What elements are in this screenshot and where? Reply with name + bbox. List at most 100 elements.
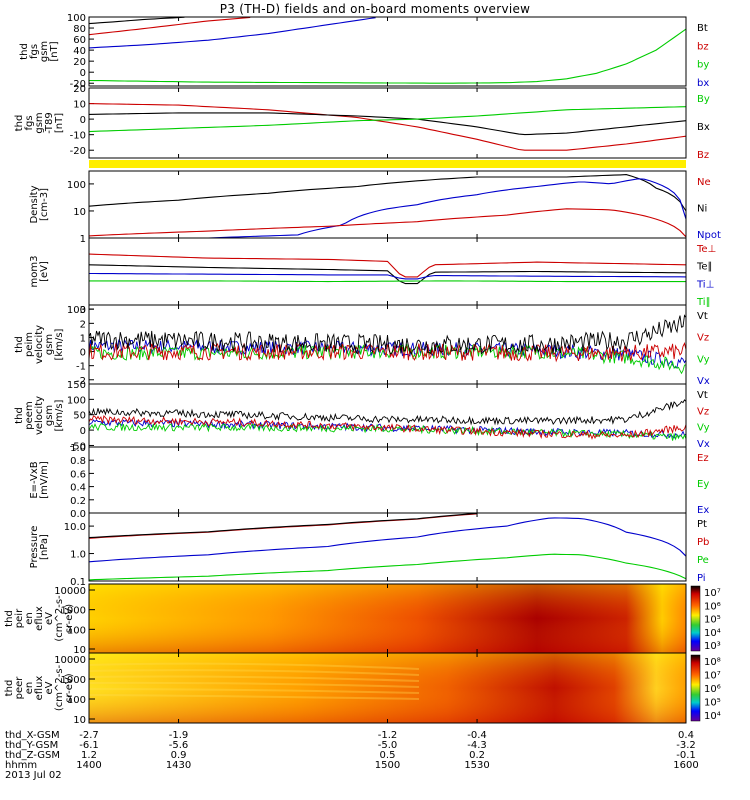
xaxis-row-value: 0.5 [380, 750, 396, 761]
panel-8-spectrogram-shade [89, 584, 686, 653]
panel-4-ytick-label: 100 [67, 305, 86, 316]
panel-1-legend-Bz: Bz [697, 150, 709, 161]
panel-7-ylabel: Pressure[nPa] [29, 526, 50, 569]
xaxis-row-value: -4.3 [467, 740, 487, 751]
panel-3-legend-Ti∥: Ti∥ [696, 297, 711, 308]
date-label: 2013 Jul 02 [5, 770, 62, 781]
panel-6-legend-Ex: Ex [697, 505, 709, 516]
panel-5-ytick-label: 0 [80, 426, 86, 437]
xaxis-row-value: 0.2 [469, 750, 485, 761]
panel-9-colorbar [690, 654, 701, 722]
panel-4-ylabel: thdpeimvelocitygsm[km/s] [14, 325, 65, 364]
panel-4-ytick-label: -2 [76, 376, 86, 387]
panel-5-ytick-label: 100 [67, 395, 86, 406]
panel-1-ytick-label: 10 [73, 100, 86, 111]
panel-2-legend-Ni: Ni [697, 204, 707, 215]
panel-6-ytick-label: 0.4 [70, 483, 86, 494]
panel-9-ytick-label: 100 [67, 695, 86, 706]
xaxis-row-value: 0.4 [678, 730, 694, 741]
panel-0-ytick-label: 80 [73, 24, 86, 35]
panel-3-legend-Te⊥: Te⊥ [696, 244, 716, 255]
spectrogram-band [88, 669, 420, 676]
panel-9-colorbar-label: 10⁷ [704, 671, 721, 682]
panel-8-colorbar-label: 10⁶ [704, 601, 721, 612]
panel-6-ytick-label: 0.0 [70, 509, 86, 520]
panel-2-frame [88, 170, 687, 239]
panel-1-legend-Bx: Bx [697, 122, 710, 133]
panel-0-legend-by: by [697, 60, 709, 71]
xaxis-row-value: -5.0 [378, 740, 398, 751]
panel-1-ytick-label: -10 [70, 131, 86, 142]
panel-0-ytick-label: 60 [73, 35, 86, 46]
xaxis-row-label: hhmm [5, 760, 37, 771]
panel-5-ytick-label: 150 [67, 380, 86, 391]
chart-title: P3 (TH-D) fields and on-board moments ov… [219, 2, 531, 16]
panel-1-ytick-label: -20 [70, 146, 86, 157]
panel-7-legend-Pe: Pe [697, 555, 709, 566]
panel-5-legend-Vz: Vz [697, 406, 709, 417]
panel-1-ytick-label: 20 [73, 84, 86, 95]
panel-0-ylabel: thdfgsgsm[nT] [19, 41, 60, 62]
panel-2-ylabel: Density[cm-3] [29, 185, 50, 223]
panel-1-series-By [88, 106, 687, 133]
quality-flag-bar [89, 160, 686, 168]
panel-2-legend-Ne: Ne [697, 177, 711, 188]
panel-9-ytick-label: 10000 [54, 655, 86, 666]
panel-9-colorbar-label: 10⁶ [704, 684, 721, 695]
panel-5-legend-Vt: Vt [697, 390, 708, 401]
xaxis-row-value: 1400 [76, 760, 101, 771]
xaxis-row-label: thd_Z-GSM [5, 750, 60, 761]
panel-6-legend-Ey: Ey [697, 479, 709, 490]
panel-0-ytick-label: 20 [73, 57, 86, 68]
xaxis-row-value: 1500 [375, 760, 400, 771]
panel-6-ytick-label: 0.6 [70, 469, 86, 480]
xaxis-row-value: 1530 [464, 760, 489, 771]
panel-1-legend-By: By [697, 94, 710, 105]
panel-9-colorbar-label: 10⁸ [704, 657, 721, 668]
panel-4-ytick-label: -1 [76, 362, 86, 373]
panel-7-legend-Pb: Pb [697, 537, 709, 548]
panel-6-frame [88, 446, 687, 514]
panel-4-legend-Vy: Vy [697, 354, 710, 365]
panel-3-legend-Te∥: Te∥ [696, 262, 713, 273]
panel-4-ytick-label: 2 [80, 319, 86, 330]
panel-7-series-Pi [88, 517, 687, 563]
panel-5-frame [88, 383, 687, 448]
panel-4-ytick-label: 0 [80, 348, 86, 359]
panel-9-spectrogram-shade [89, 653, 686, 723]
panel-1-ylabel: thdfgsgsm-T89[nT] [14, 112, 65, 134]
panel-5-legend-Vy: Vy [697, 423, 710, 434]
panel-4-series-Vz [88, 341, 687, 363]
xaxis-row-value: 1.2 [81, 750, 97, 761]
panel-6-ytick-label: 0.8 [70, 456, 86, 467]
panel-9-ytick-label: 1000 [61, 675, 86, 686]
xaxis-row-label: thd_X-GSM [5, 730, 60, 741]
panel-3-series-Ti∥ [89, 280, 686, 283]
panel-7-ytick-label: 0.1 [70, 577, 86, 588]
spectrogram-band [88, 688, 420, 694]
xaxis-row-label: thd_Y-GSM [5, 740, 58, 751]
panel-5-series-Vx [88, 419, 687, 439]
panel-0-series-bx [88, 17, 376, 49]
panel-5-series-Vz [88, 415, 687, 440]
panel-0-ytick-label: 100 [67, 13, 86, 24]
panel-0-legend-Bt: Bt [697, 23, 708, 34]
panel-8-ytick-label: 1000 [61, 606, 86, 617]
panel-9-ylabel: thdpeerenefluxeV(cm^2-s-sr-eV) [4, 664, 75, 711]
panel-7-series-Pe [88, 553, 687, 581]
panel-0-series-by [88, 28, 687, 84]
panel-8-ylabel: thdpeirenefluxeV(cm^2-s-sr-eV) [4, 595, 75, 642]
panel-5-ytick-label: 50 [73, 411, 86, 422]
panel-2-series-Ni [88, 174, 687, 212]
panel-3-series-Te⊥ [88, 253, 687, 278]
panel-8-colorbar [690, 585, 701, 652]
panel-2-ytick-label: 1 [80, 234, 86, 245]
panel-7-ytick-label: 10.0 [64, 522, 86, 533]
xaxis-row-value: -2.7 [79, 730, 99, 741]
xaxis-row-value: -5.6 [169, 740, 189, 751]
panel-4-legend-Vx: Vx [697, 376, 710, 387]
xaxis-row-value: -0.1 [676, 750, 696, 761]
panel-1-ytick-label: 0 [80, 115, 86, 126]
panel-5-legend-Vx: Vx [697, 439, 710, 450]
